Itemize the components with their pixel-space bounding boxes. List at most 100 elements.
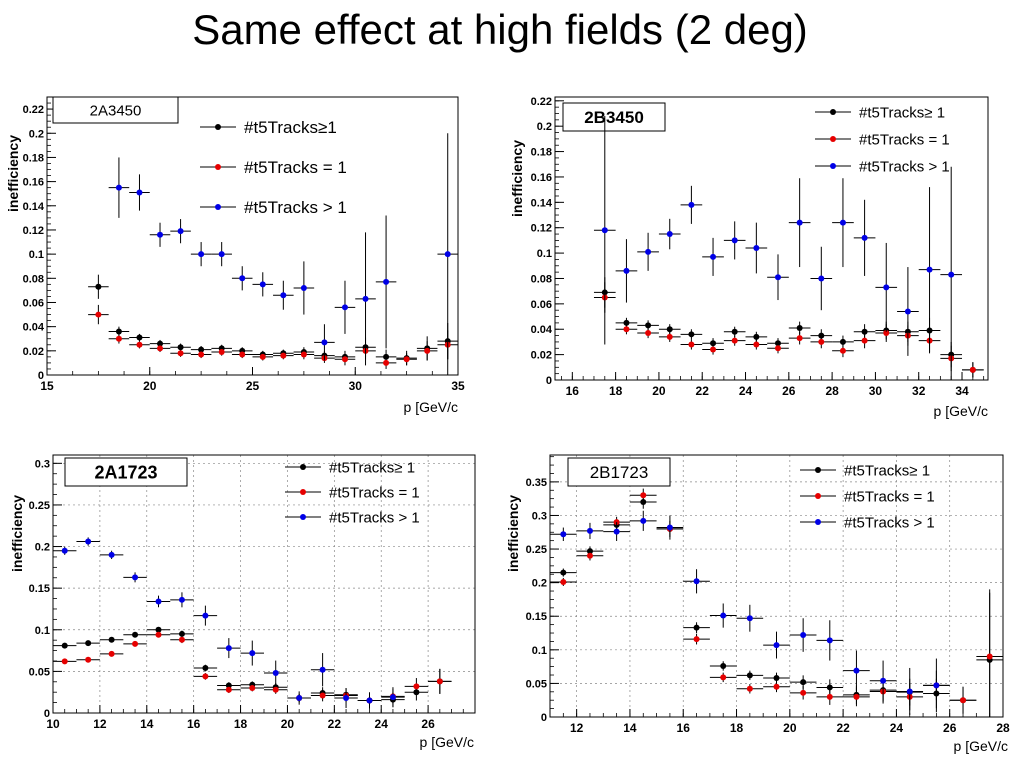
chart-panel-2A3450: 15 20 25 30 35 0 0.02 0.04 0.06 0.08 0.1 0.12 0.14 0.… [0, 85, 480, 420]
data-point [666, 333, 673, 340]
series-0 [593, 277, 984, 378]
data-point [132, 574, 139, 581]
data-point [272, 670, 279, 677]
data-point [413, 683, 420, 690]
y-tick-label: 0.06 [23, 297, 44, 309]
data-point [773, 675, 780, 682]
y-tick-label: 0.2 [537, 121, 552, 133]
legend-label: #t5Tracks = 1 [859, 131, 950, 148]
x-tick-label: 24 [375, 717, 389, 731]
chart-title-box [52, 96, 179, 124]
x-tick-label: 15 [40, 379, 54, 393]
data-point [818, 338, 825, 345]
chart-panel-2B3450: 16 18 20 22 24 26 28 30 32 34 0 0.02 0.04 0.06 0.08 0.1… [505, 90, 1005, 420]
y-tick-label: 0.2 [532, 578, 547, 590]
data-point [796, 219, 803, 226]
data-point [341, 356, 348, 363]
y-tick-label: 0.04 [23, 322, 45, 334]
data-point [85, 640, 92, 647]
legend-marker [830, 136, 836, 142]
x-axis-label: p [GeV/c [954, 738, 1008, 754]
data-point [796, 335, 803, 342]
data-point [774, 274, 781, 281]
data-point [95, 311, 102, 318]
data-point [731, 237, 738, 244]
data-point [132, 631, 139, 638]
data-point [389, 694, 396, 701]
data-point [95, 283, 102, 290]
slide-title: Same effect at high fields (2 deg) [192, 6, 808, 53]
legend-label: #t5Tracks = 1 [329, 484, 420, 501]
data-point [319, 692, 326, 699]
chart-svg: 15 20 25 30 35 0 0.02 0.04 0.06 0.08 0.1 0.12 0.14 0.… [5, 96, 465, 415]
data-point [341, 304, 348, 311]
data-point [560, 578, 567, 585]
y-tick-label: 0.04 [531, 324, 553, 336]
y-tick-label: 0.15 [29, 583, 50, 595]
chart-panel-2A1723: 10 12 14 16 18 20 22 24 26 0 0.05 0.1 0.15 0.2 0.25 0.3… [0, 445, 480, 760]
data-point [861, 337, 868, 344]
data-point [560, 531, 567, 538]
data-point [746, 685, 753, 692]
y-axis-label: inefficiency [5, 135, 21, 212]
data-point [883, 330, 890, 337]
x-tick-label: 28 [825, 384, 839, 398]
x-tick-label: 18 [730, 721, 744, 735]
data-point [157, 340, 164, 347]
data-point [731, 337, 738, 344]
data-point [280, 352, 287, 359]
y-tick-label: 0.02 [23, 346, 44, 358]
series-2 [53, 537, 405, 709]
data-point [321, 339, 328, 346]
legend-marker [215, 204, 221, 210]
data-point [774, 345, 781, 352]
x-tick-label: 16 [677, 721, 691, 735]
legend-marker [815, 519, 821, 525]
data-point [202, 612, 209, 619]
data-point [960, 697, 967, 704]
data-point [85, 656, 92, 663]
legend-marker [215, 164, 221, 170]
series-2 [593, 116, 963, 380]
x-tick-label: 20 [281, 717, 295, 731]
data-point [300, 284, 307, 291]
x-tick-label: 32 [912, 384, 926, 398]
data-point [601, 227, 608, 234]
x-tick-label: 22 [328, 717, 342, 731]
x-tick-label: 14 [623, 721, 637, 735]
data-point [926, 266, 933, 273]
y-tick-label: 0 [38, 370, 44, 382]
data-point [319, 666, 326, 673]
data-point [688, 201, 695, 208]
series-2 [550, 510, 950, 715]
data-point [249, 685, 256, 692]
data-point [249, 650, 256, 657]
data-point [904, 308, 911, 315]
data-point [753, 333, 760, 340]
data-point [296, 695, 303, 702]
x-tick-label: 22 [696, 384, 710, 398]
data-point [666, 326, 673, 333]
legend-marker [300, 464, 306, 470]
plot-frame [46, 96, 459, 376]
data-point [136, 334, 143, 341]
data-point [272, 686, 279, 693]
data-point [198, 346, 205, 353]
y-tick-label: 0.3 [532, 510, 547, 522]
data-point [366, 697, 373, 704]
data-point [115, 335, 122, 342]
data-point [259, 281, 266, 288]
x-tick-label: 20 [652, 384, 666, 398]
data-point [883, 284, 890, 291]
data-point [115, 328, 122, 335]
y-tick-label: 0.22 [23, 104, 44, 116]
x-tick-label: 20 [783, 721, 797, 735]
legend-label: #t5Tracks > 1 [859, 158, 950, 175]
chart-panel-2B1723: 12 14 16 18 20 22 24 26 28 0 0.05 0.1 0.15 0.2 0.25 0.3… [500, 445, 1010, 760]
series-1 [88, 304, 458, 369]
y-tick-label: 0.1 [532, 645, 547, 657]
chart-svg: 10 12 14 16 18 20 22 24 26 0 0.05 0.1 0.15 0.2 0.25 0.3… [9, 454, 476, 750]
data-point [108, 636, 115, 643]
x-axis-label: p [GeV/c [934, 403, 988, 419]
data-point [826, 684, 833, 691]
